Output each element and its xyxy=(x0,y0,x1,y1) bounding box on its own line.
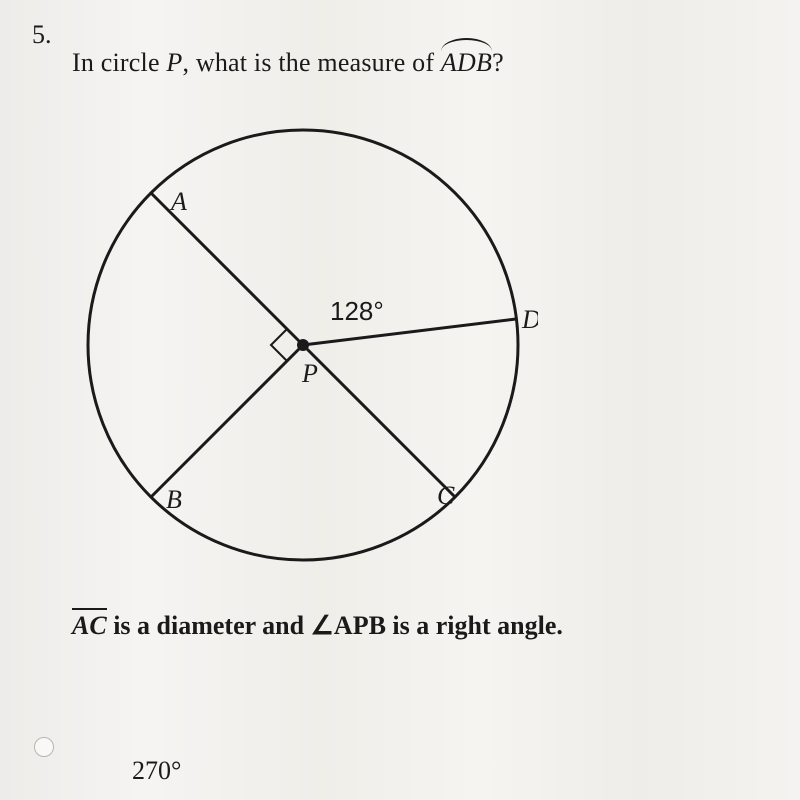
radio-icon[interactable] xyxy=(34,737,54,757)
angle-APB: APB xyxy=(334,611,386,640)
label-C: C xyxy=(437,481,455,510)
given-end: is a right angle. xyxy=(386,611,563,640)
label-B: B xyxy=(166,485,182,514)
question-prefix: In circle xyxy=(72,48,166,77)
label-A: A xyxy=(169,187,187,216)
center-dot xyxy=(297,339,309,351)
arc-notation: ADB xyxy=(441,48,492,78)
given-statement: AC is a diameter and ∠APB is a right ang… xyxy=(72,610,563,641)
option-1-text: 270° xyxy=(132,756,181,786)
question-mid: , what is the measure of xyxy=(182,48,440,77)
answer-option-1[interactable] xyxy=(34,715,54,757)
arc-overline xyxy=(441,38,492,54)
right-angle-marker xyxy=(271,329,287,361)
radius-PB xyxy=(151,345,303,497)
label-P: P xyxy=(301,359,318,388)
question-suffix: ? xyxy=(492,48,504,77)
segment-AC: AC xyxy=(72,611,107,641)
angle-symbol: ∠ xyxy=(311,610,334,640)
page: 5. In circle P, what is the measure of A… xyxy=(0,0,800,800)
question-circle-var: P xyxy=(166,48,182,77)
question-number: 5. xyxy=(32,20,52,50)
label-D: D xyxy=(521,305,538,334)
radius-PC xyxy=(303,345,455,497)
circle-diagram: A B C D P 128° xyxy=(68,110,538,580)
question-text: In circle P, what is the measure of ADB? xyxy=(72,48,504,78)
given-mid: is a diameter and xyxy=(107,611,311,640)
angle-128: 128° xyxy=(330,296,384,326)
